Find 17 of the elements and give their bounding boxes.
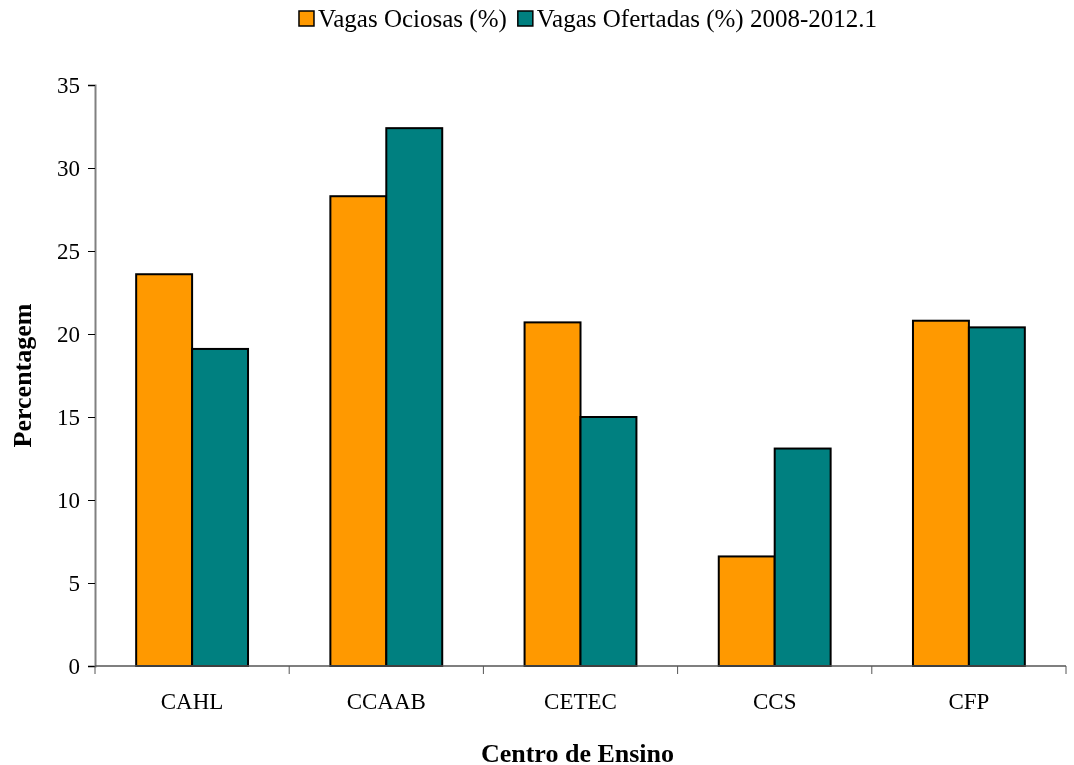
legend-label: Vagas Ociosas (%) [317, 5, 507, 33]
y-tick-label: 5 [68, 570, 80, 596]
legend-label: Vagas Ofertadas (%) 2008-2012.1 [536, 5, 878, 33]
y-tick-label: 0 [68, 653, 80, 679]
y-axis-title: Percentagem [8, 303, 37, 448]
x-tick-label: CCS [752, 689, 797, 714]
x-tick-label: CAHL [160, 689, 224, 714]
x-tick-label: CFP [948, 689, 990, 714]
x-tick-label: CETEC [544, 689, 617, 714]
y-tick-label: 35 [57, 72, 80, 98]
y-tick-label: 25 [57, 238, 80, 264]
y-tick-label: 30 [57, 155, 80, 181]
x-tick-label: CCAAB [346, 689, 426, 714]
y-tick-label: 10 [57, 487, 80, 513]
x-axis-title: Centro de Ensino [480, 739, 675, 765]
y-tick-label: 20 [57, 321, 80, 347]
y-tick-label: 15 [57, 404, 80, 430]
